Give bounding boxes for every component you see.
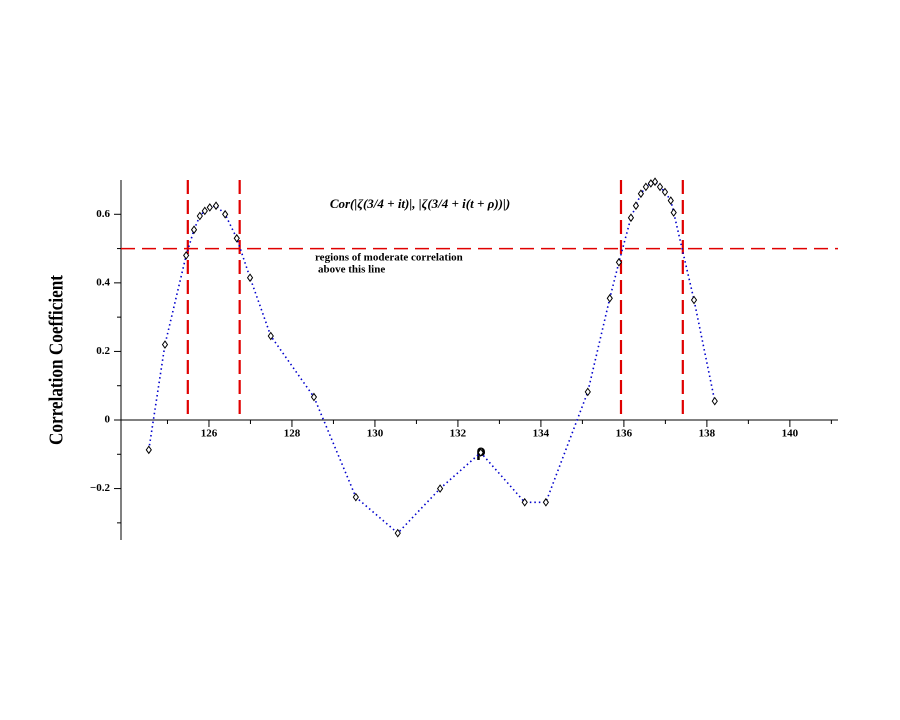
data-point <box>606 293 613 303</box>
y-tick-label: 0.6 <box>96 208 110 220</box>
data-point <box>651 177 659 187</box>
data-point <box>661 187 669 197</box>
data-point <box>637 189 645 199</box>
y-tick-label: 0.4 <box>96 276 110 288</box>
x-tick-label: 136 <box>616 428 633 440</box>
data-point <box>656 182 664 192</box>
data-point <box>183 251 190 260</box>
y-axis-label: Correlation Coefficient <box>46 275 68 445</box>
data-point <box>521 497 528 507</box>
data-point <box>233 233 240 243</box>
data-point <box>542 497 550 507</box>
data-point <box>642 182 650 192</box>
data-point <box>477 448 484 457</box>
y-tick-label: 0.2 <box>96 345 110 357</box>
data-point <box>196 211 203 221</box>
annotation: regions of moderate correlation <box>315 252 463 264</box>
y-tick-label: 0 <box>105 414 111 426</box>
annotation: above this line <box>318 264 385 276</box>
data-point <box>190 225 198 235</box>
x-tick-label: 140 <box>782 428 799 440</box>
data-point <box>670 208 677 217</box>
data-point <box>206 203 213 212</box>
data-point <box>627 213 635 223</box>
data-point <box>310 392 318 402</box>
data-point <box>667 196 674 205</box>
x-tick-label: 130 <box>367 428 384 440</box>
data-point <box>394 528 401 538</box>
data-point <box>352 492 359 502</box>
data-point <box>584 387 591 397</box>
data-point <box>161 340 169 349</box>
data-point <box>267 331 274 341</box>
x-tick-label: 138 <box>699 428 716 440</box>
data-point <box>246 273 254 283</box>
data-point <box>711 396 718 406</box>
data-point <box>145 445 152 455</box>
y-tick-label: −0.2 <box>90 482 111 494</box>
series-line <box>148 180 716 535</box>
formula: Cor(|ζ(3/4 + it)|, |ζ(3/4 + i(t + ρ))|) <box>330 196 510 211</box>
data-point <box>615 257 623 267</box>
data-point <box>632 201 640 211</box>
data-point <box>690 295 698 305</box>
data-point <box>222 209 229 219</box>
data-point <box>436 484 444 493</box>
x-tick-label: 126 <box>201 428 218 440</box>
data-point <box>201 206 208 216</box>
data-point <box>212 201 220 211</box>
x-tick-label: 128 <box>284 428 301 440</box>
x-tick-label: 134 <box>533 428 550 440</box>
x-tick-label: 132 <box>450 428 467 440</box>
